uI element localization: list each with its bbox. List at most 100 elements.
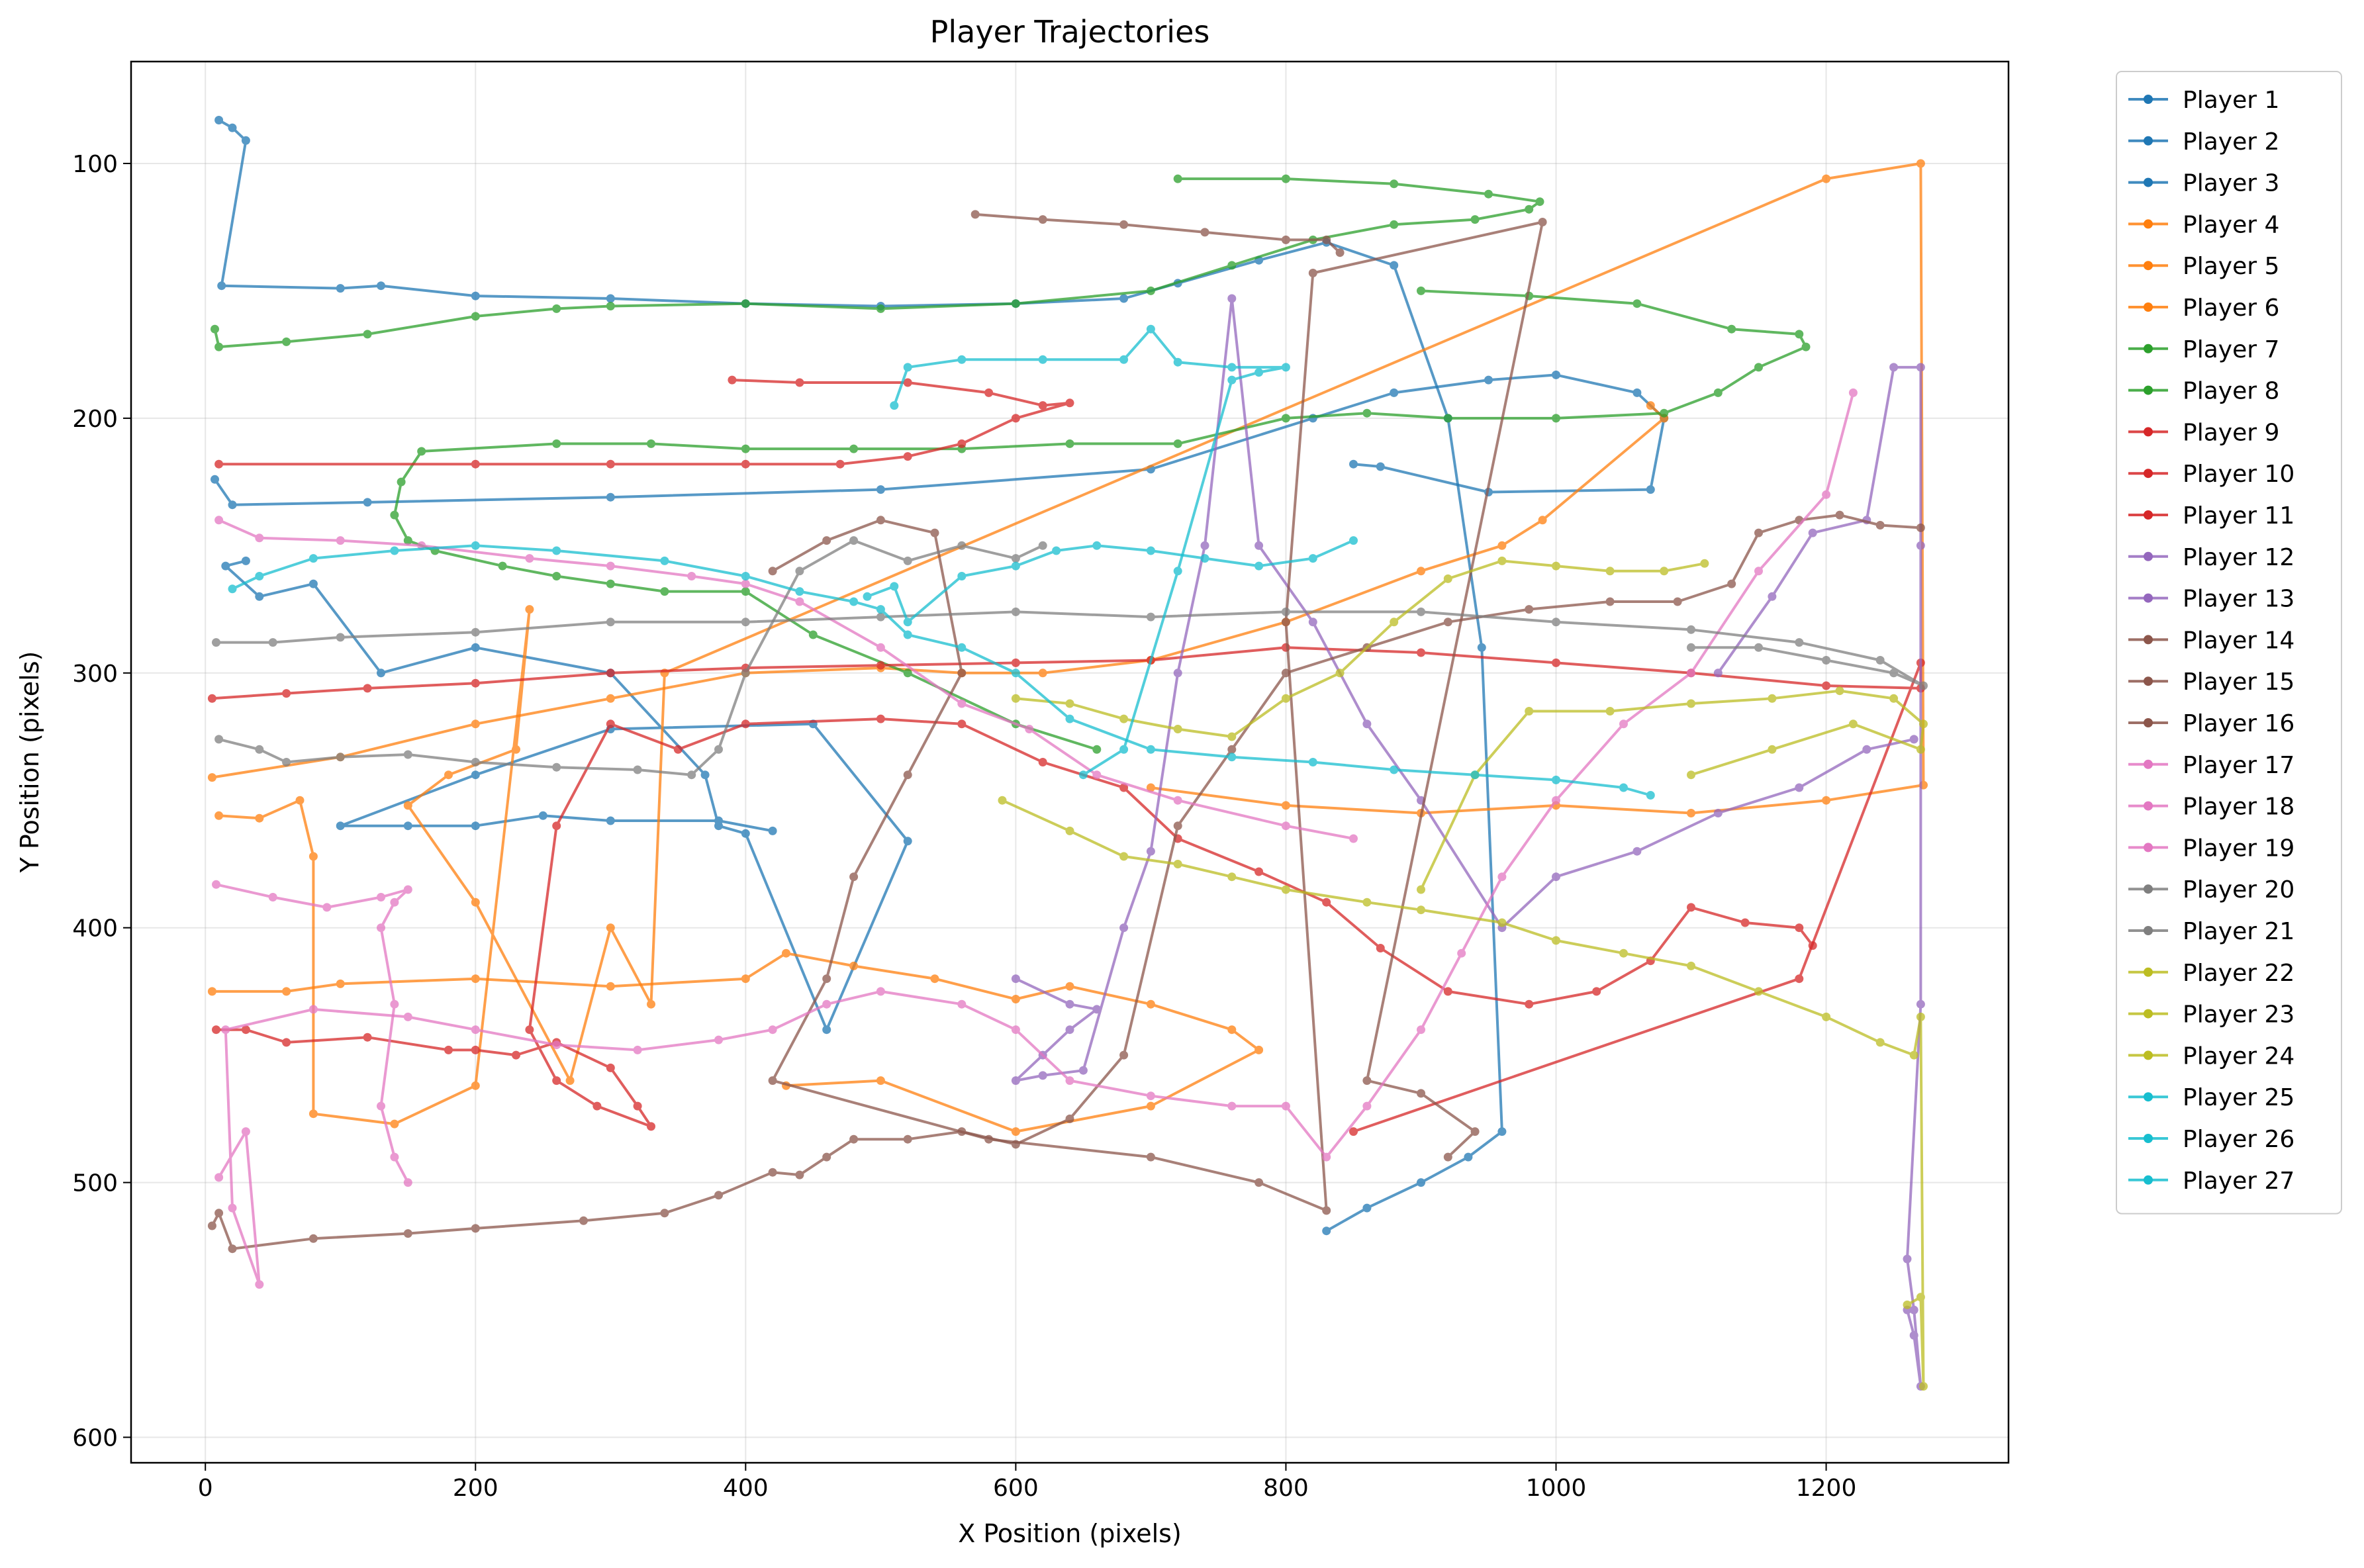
legend-label: Player 12 xyxy=(2183,544,2294,571)
data-point xyxy=(1227,872,1237,882)
data-point xyxy=(214,516,224,525)
data-point xyxy=(1822,656,1831,665)
x-tick-label: 600 xyxy=(993,1475,1039,1502)
data-point xyxy=(930,528,939,537)
data-point xyxy=(1281,801,1290,810)
data-point xyxy=(1525,605,1534,614)
data-point xyxy=(1281,618,1290,627)
data-point xyxy=(606,719,615,729)
data-point xyxy=(255,572,264,580)
data-point xyxy=(633,765,642,774)
data-point xyxy=(1795,330,1804,339)
data-point xyxy=(660,1209,669,1218)
data-point xyxy=(1146,847,1155,856)
data-point xyxy=(1390,261,1399,270)
data-point xyxy=(728,375,737,385)
data-point xyxy=(741,829,750,838)
data-point xyxy=(282,337,291,346)
data-point xyxy=(221,561,230,571)
data-point xyxy=(498,561,507,571)
data-point xyxy=(835,459,845,469)
data-point xyxy=(471,758,480,766)
series-layer xyxy=(207,116,1928,1391)
data-point xyxy=(782,948,790,958)
data-point xyxy=(741,618,750,627)
data-point xyxy=(1538,516,1547,525)
data-point xyxy=(957,643,967,652)
data-point xyxy=(1254,368,1264,377)
data-point xyxy=(1619,719,1628,729)
data-point xyxy=(1535,197,1544,207)
data-point xyxy=(1646,401,1655,410)
data-point xyxy=(1909,1050,1918,1060)
data-point xyxy=(1254,1045,1264,1054)
legend-marker xyxy=(2144,177,2153,187)
data-point xyxy=(241,136,250,145)
data-point xyxy=(390,546,399,555)
legend-marker xyxy=(2144,759,2153,769)
data-point xyxy=(1227,261,1237,270)
legend-marker xyxy=(2144,884,2153,894)
data-point xyxy=(795,567,804,576)
data-point xyxy=(1417,1089,1425,1098)
data-point xyxy=(741,444,750,453)
data-point xyxy=(1390,618,1399,627)
data-point xyxy=(1335,669,1345,678)
legend-label: Player 20 xyxy=(2183,876,2294,903)
data-point xyxy=(308,852,318,861)
data-point xyxy=(444,770,453,780)
data-point xyxy=(1119,355,1129,364)
data-point xyxy=(1146,324,1155,334)
legend-label: Player 24 xyxy=(2183,1042,2294,1070)
legend-label: Player 7 xyxy=(2183,336,2279,363)
series-27 xyxy=(890,324,1290,780)
x-tick-label: 1200 xyxy=(1796,1475,1857,1502)
data-point xyxy=(552,304,561,313)
legend-item: Player 7 xyxy=(2128,336,2279,363)
data-point xyxy=(1470,770,1480,780)
data-point xyxy=(1862,745,1871,754)
legend-item: Player 12 xyxy=(2128,544,2294,571)
data-point xyxy=(1200,541,1209,550)
data-point xyxy=(876,605,885,614)
legend-box xyxy=(2116,71,2342,1215)
data-point xyxy=(1443,618,1452,627)
data-point xyxy=(1119,923,1129,933)
data-point xyxy=(336,821,345,831)
data-point xyxy=(1227,375,1237,385)
data-point xyxy=(700,770,710,780)
data-point xyxy=(1322,1226,1331,1236)
data-point xyxy=(377,669,385,678)
legend-item: Player 21 xyxy=(2128,918,2294,945)
data-point xyxy=(1848,719,1858,729)
data-point xyxy=(1173,796,1182,805)
data-point xyxy=(282,758,291,766)
data-point xyxy=(1700,559,1709,568)
series-13 xyxy=(1011,294,1918,1085)
series-21 xyxy=(212,607,1928,690)
data-point xyxy=(1038,401,1047,410)
legend-label: Player 27 xyxy=(2183,1168,2294,1195)
data-point xyxy=(768,1076,777,1085)
legend-item: Player 16 xyxy=(2128,710,2294,737)
data-point xyxy=(849,1134,859,1144)
data-point xyxy=(1660,567,1669,576)
y-tick-label: 100 xyxy=(72,151,118,178)
series-line xyxy=(393,289,1807,751)
data-point xyxy=(957,669,967,678)
data-point xyxy=(336,753,345,762)
series-9 xyxy=(214,375,1074,469)
data-point xyxy=(1146,546,1155,555)
data-point xyxy=(1092,541,1102,550)
data-point xyxy=(403,536,412,545)
data-point xyxy=(876,612,885,622)
series-line xyxy=(224,559,910,1031)
series-line xyxy=(218,518,1354,840)
data-point xyxy=(822,999,831,1009)
data-point xyxy=(471,312,480,321)
data-point xyxy=(1916,541,1925,550)
data-point xyxy=(1065,1076,1074,1085)
data-point xyxy=(1173,725,1182,733)
data-point xyxy=(1281,1101,1290,1111)
